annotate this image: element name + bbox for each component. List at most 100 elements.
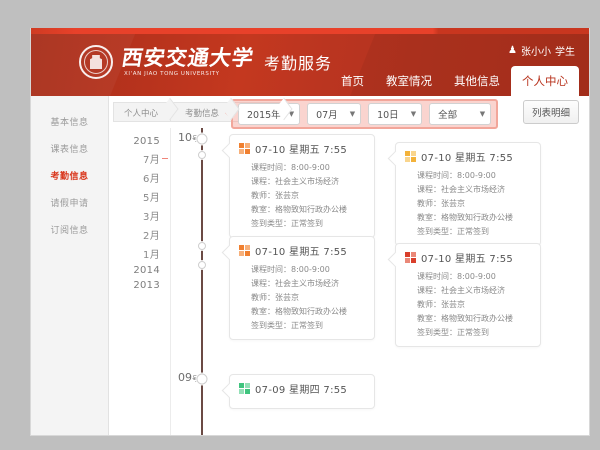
cards-container: 07-10 星期五 7:55 课程时间：8:00-9:00 课程：社会主义市场经… xyxy=(227,128,589,435)
person-icon: ♟ xyxy=(508,45,517,56)
chevron-down-icon: ▼ xyxy=(349,110,356,118)
attendance-card[interactable]: 07-10 星期五 7:55 课程时间：8:00-9:00 课程：社会主义市场经… xyxy=(229,134,375,238)
card-title: 07-10 星期五 7:55 xyxy=(421,254,514,265)
timeline-node[interactable] xyxy=(196,373,208,385)
attendance-card[interactable]: 07-10 星期五 7:55 课程时间：8:00-9:00 课程：社会主义市场经… xyxy=(395,142,541,246)
year-item-2015[interactable]: 2015 xyxy=(133,136,160,147)
university-seal-icon xyxy=(79,45,113,79)
card-course: 课程：社会主义市场经济 xyxy=(239,174,366,188)
year-select-value: 2015年 xyxy=(247,110,281,121)
card-teacher: 教师：张芸京 xyxy=(405,297,532,311)
breadcrumb-item-personal-center[interactable]: 个人中心 xyxy=(113,102,171,122)
year-item-2014[interactable]: 2014 xyxy=(133,265,160,276)
value-teacher: 张芸京 xyxy=(441,198,465,208)
nav-item-classroom[interactable]: 教室情况 xyxy=(386,74,432,88)
card-title: 07-09 星期四 7:55 xyxy=(255,385,348,396)
sidebar-item-schedule[interactable]: 课表信息 xyxy=(50,145,89,155)
year-item-2013[interactable]: 2013 xyxy=(133,280,160,291)
card-classroom: 教室：格物致知行政办公楼 xyxy=(239,202,366,216)
card-course-time: 课程时间：8:00-9:00 xyxy=(239,262,366,276)
month-item-5[interactable]: 5月 xyxy=(143,193,160,204)
attendance-card[interactable]: 07-09 星期四 7:55 xyxy=(229,374,375,409)
nav-item-home[interactable]: 首页 xyxy=(341,74,364,88)
card-teacher: 教师：张芸京 xyxy=(239,188,366,202)
timeline-node[interactable] xyxy=(198,261,206,269)
attendance-red-icon xyxy=(405,252,416,263)
card-signin-type: 签到类型：正常签到 xyxy=(405,325,532,339)
value-course: 社会主义市场经济 xyxy=(441,184,505,194)
value-signin-type: 正常签到 xyxy=(291,320,323,330)
label-teacher: 教师： xyxy=(417,299,441,309)
label-teacher: 教师： xyxy=(251,190,275,200)
label-signin-type: 签到类型： xyxy=(417,226,457,236)
breadcrumb-item-attendance[interactable]: 考勤信息 xyxy=(170,102,232,122)
value-signin-type: 正常签到 xyxy=(457,226,489,236)
value-classroom: 格物致知行政办公楼 xyxy=(275,306,347,316)
university-name-cn: 西安交通大学 xyxy=(120,45,256,70)
month-item-6[interactable]: 6月 xyxy=(143,174,160,185)
sidebar-item-attendance[interactable]: 考勤信息 xyxy=(50,172,89,182)
label-teacher: 教师： xyxy=(417,198,441,208)
label-course: 课程： xyxy=(251,278,275,288)
filter-highlight-group: 2015年 ▼ 07月 ▼ 10日 ▼ 全部 ▼ xyxy=(224,99,499,129)
type-select[interactable]: 全部 ▼ xyxy=(429,103,492,125)
attendance-green-icon xyxy=(239,383,250,394)
month-item-7[interactable]: 7月 xyxy=(109,149,170,168)
attendance-card[interactable]: 07-10 星期五 7:55 课程时间：8:00-9:00 课程：社会主义市场经… xyxy=(395,243,541,347)
value-teacher: 张芸京 xyxy=(275,292,299,302)
label-signin-type: 签到类型： xyxy=(417,327,457,337)
month-select[interactable]: 07月 ▼ xyxy=(307,103,362,125)
value-teacher: 张芸京 xyxy=(275,190,299,200)
timeline-node[interactable] xyxy=(198,242,206,250)
timeline-node[interactable] xyxy=(198,151,206,159)
month-item-1[interactable]: 1月 xyxy=(143,250,160,261)
value-course-time: 8:00-9:00 xyxy=(291,264,330,274)
timeline-node[interactable] xyxy=(196,133,208,145)
breadcrumb: 个人中心 考勤信息 时间轴 xyxy=(109,96,589,122)
nav-item-personal-center[interactable]: 个人中心 xyxy=(511,66,579,96)
label-course: 课程： xyxy=(417,184,441,194)
attendance-card[interactable]: 07-10 星期五 7:55 课程时间：8:00-9:00 课程：社会主义市场经… xyxy=(229,236,375,340)
card-teacher: 教师：张芸京 xyxy=(405,196,532,210)
top-accent-bar xyxy=(31,28,589,34)
chevron-down-icon: ▼ xyxy=(479,110,486,118)
label-signin-type: 签到类型： xyxy=(251,320,291,330)
list-detail-button[interactable]: 列表明细 xyxy=(522,100,579,124)
label-course-time: 课程时间： xyxy=(251,264,291,274)
card-course-time: 课程时间：8:00-9:00 xyxy=(405,168,532,182)
card-signin-type: 签到类型：正常签到 xyxy=(405,224,532,238)
value-classroom: 格物致知行政办公楼 xyxy=(275,204,347,214)
label-signin-type: 签到类型： xyxy=(251,218,291,228)
day-marker-10-number: 10 xyxy=(178,131,192,144)
card-classroom: 教室：格物致知行政办公楼 xyxy=(239,304,366,318)
label-course-time: 课程时间： xyxy=(417,170,457,180)
label-course: 课程： xyxy=(417,285,441,295)
sidebar-item-leave-request[interactable]: 请假申请 xyxy=(50,199,89,209)
month-item-3[interactable]: 3月 xyxy=(143,212,160,223)
timeline-axis: 10号 09号 xyxy=(171,128,227,435)
card-classroom: 教室：格物致知行政办公楼 xyxy=(405,311,532,325)
label-course-time: 课程时间： xyxy=(417,271,457,281)
month-select-value: 07月 xyxy=(316,110,338,121)
sidebar-item-basic-info[interactable]: 基本信息 xyxy=(50,118,89,128)
value-signin-type: 正常签到 xyxy=(291,218,323,228)
card-course-time: 课程时间：8:00-9:00 xyxy=(239,160,366,174)
nav-item-other[interactable]: 其他信息 xyxy=(454,74,500,88)
day-marker-09-number: 09 xyxy=(178,371,192,384)
card-teacher: 教师：张芸京 xyxy=(239,290,366,304)
card-title: 07-10 星期五 7:55 xyxy=(255,247,348,258)
page-body: 基本信息 课表信息 考勤信息 请假申请 订阅信息 个人中心 考勤信息 时间轴 2… xyxy=(31,96,589,435)
user-info[interactable]: ♟ 张小小 学生 xyxy=(508,43,575,58)
card-signin-type: 签到类型：正常签到 xyxy=(239,318,366,332)
day-select[interactable]: 10日 ▼ xyxy=(368,103,423,125)
value-classroom: 格物致知行政办公楼 xyxy=(441,212,513,222)
chevron-down-icon: ▼ xyxy=(410,110,417,118)
service-title: 考勤服务 xyxy=(264,54,333,73)
month-item-2[interactable]: 2月 xyxy=(143,231,160,242)
user-role: 学生 xyxy=(555,47,575,58)
brand-block: 西安交通大学 XI'AN JIAO TONG UNIVERSITY 考勤服务 xyxy=(79,45,332,79)
university-name-en: XI'AN JIAO TONG UNIVERSITY xyxy=(124,71,220,77)
value-course-time: 8:00-9:00 xyxy=(291,162,330,172)
sidebar-item-subscription[interactable]: 订阅信息 xyxy=(50,226,89,236)
card-title: 07-10 星期五 7:55 xyxy=(421,153,514,164)
